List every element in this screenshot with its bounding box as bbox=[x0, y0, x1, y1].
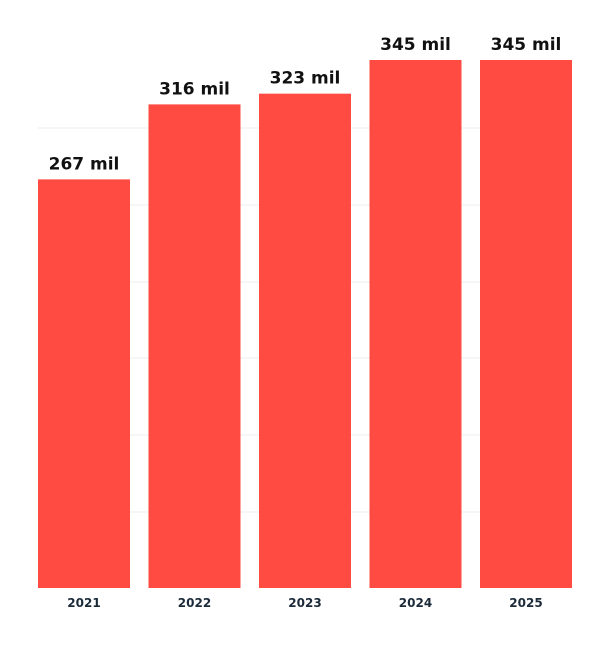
bar-2023 bbox=[259, 93, 351, 589]
bar-2022 bbox=[148, 104, 241, 589]
x-tick-label-2023: 2023 bbox=[288, 596, 321, 610]
data-labels: 267 mil 316 mil 323 mil 345 mil 345 mil bbox=[49, 35, 562, 174]
x-tick-label-2021: 2021 bbox=[67, 596, 100, 610]
x-tick-label-2022: 2022 bbox=[178, 596, 211, 610]
bars bbox=[38, 60, 572, 589]
x-tick-label-2024: 2024 bbox=[399, 596, 432, 610]
bar-2021 bbox=[38, 179, 130, 589]
data-label-2024: 345 mil bbox=[380, 35, 451, 55]
data-label-2023: 323 mil bbox=[270, 69, 341, 89]
data-label-2022: 316 mil bbox=[159, 79, 230, 99]
x-tick-label-2025: 2025 bbox=[509, 596, 542, 610]
data-label-2021: 267 mil bbox=[49, 154, 120, 174]
bar-2024 bbox=[369, 60, 462, 588]
data-label-2025: 345 mil bbox=[491, 35, 562, 55]
x-axis-tick-labels: 2021 2022 2023 2024 2025 bbox=[67, 596, 542, 610]
bar-2025 bbox=[480, 60, 572, 588]
